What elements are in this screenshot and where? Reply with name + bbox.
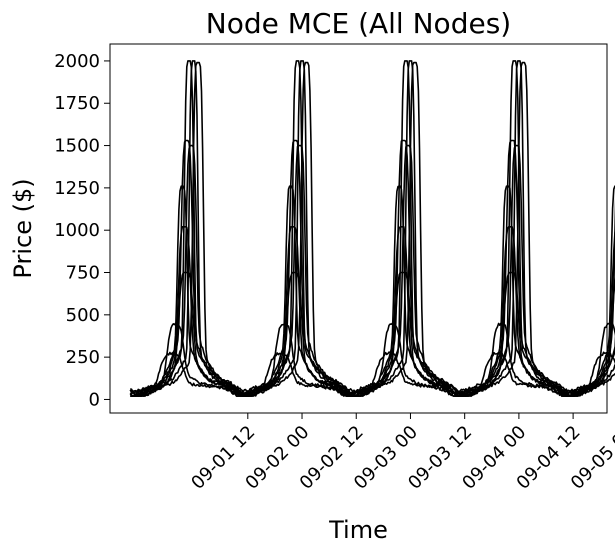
series-layer (129, 60, 615, 397)
y-tick-label: 2000 (54, 51, 100, 72)
series-line-node-7 (129, 226, 615, 397)
y-tick-label: 1000 (54, 220, 100, 241)
x-axis-label: Time (328, 516, 388, 544)
y-axis-ticks: 0 250 500 750 1000 1250 1500 1750 2000 (54, 51, 110, 410)
y-tick-label: 500 (66, 305, 100, 326)
y-axis-label: Price ($) (9, 178, 37, 278)
series-line-node-3 (129, 61, 615, 396)
y-tick-label: 1250 (54, 178, 100, 199)
chart-title: Node MCE (All Nodes) (206, 7, 511, 40)
series-line-node-8 (130, 271, 615, 397)
y-tick-label: 1500 (54, 136, 100, 157)
y-tick-label: 750 (66, 263, 100, 284)
y-tick-label: 0 (89, 389, 100, 410)
plot-area-frame (109, 43, 608, 414)
y-tick-label: 250 (66, 347, 100, 368)
y-tick-label: 1750 (54, 93, 100, 114)
series-line-node-10 (130, 351, 615, 397)
